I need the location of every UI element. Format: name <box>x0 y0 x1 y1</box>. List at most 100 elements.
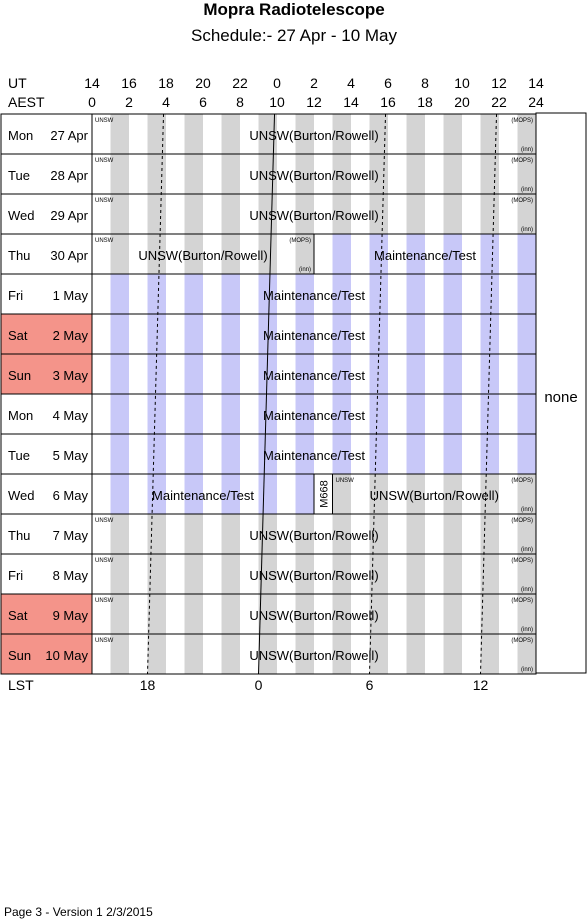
day-cell <box>0 433 93 475</box>
hour-stripe <box>147 354 166 394</box>
observing-block: UNSW(Burton/Rowell) UNSW (MOPS) (inn) <box>91 633 537 675</box>
hour-stripe <box>295 114 314 154</box>
page-title: Mopra Radiotelescope <box>203 0 384 19</box>
hour-stripe <box>221 234 240 274</box>
day-date: 7 May <box>53 528 89 543</box>
aest-tick-label: 14 <box>343 94 359 110</box>
day-row: Mon 4 May Maintenance/Test <box>0 393 537 435</box>
hour-stripe <box>221 594 240 634</box>
hour-stripe <box>110 194 129 234</box>
hour-stripe <box>221 274 240 314</box>
hour-stripe <box>406 514 425 554</box>
hour-stripe <box>480 594 499 634</box>
hour-stripe <box>443 634 462 674</box>
lst-tick-label: 12 <box>473 677 489 693</box>
ut-tick-label: 16 <box>121 75 137 91</box>
aest-tick-label: 8 <box>236 94 244 110</box>
day-date: 4 May <box>53 408 89 423</box>
day-date: 3 May <box>53 368 89 383</box>
block-label: Maintenance/Test <box>263 328 365 343</box>
day-date: 9 May <box>53 608 89 623</box>
hour-stripe <box>332 434 351 474</box>
observing-block: UNSW(Burton/Rowell) UNSW (MOPS) (inn) <box>332 473 537 515</box>
lst-line <box>258 113 276 675</box>
day-of-week: Mon <box>8 128 33 143</box>
day-row: Sun 10 May UNSW(Burton/Rowell) UNSW (MOPS) (i… <box>0 633 537 675</box>
hour-stripe <box>184 274 203 314</box>
page-subtitle: Schedule:- 27 Apr - 10 May <box>191 26 398 45</box>
day-date: 29 Apr <box>50 208 88 223</box>
hour-stripe <box>480 154 499 194</box>
hour-stripe <box>332 634 351 674</box>
aest-tick-label: 24 <box>528 94 544 110</box>
day-row: Sat 9 May UNSW(Burton/Rowell) UNSW (MOPS) (in… <box>0 593 537 635</box>
hour-stripe <box>480 434 499 474</box>
hour-stripe <box>147 434 166 474</box>
hour-stripe <box>480 314 499 354</box>
hour-stripe <box>295 394 314 434</box>
hour-stripe <box>147 314 166 354</box>
ut-tick-label: 14 <box>528 75 544 91</box>
hour-stripe <box>517 594 536 634</box>
hour-stripe <box>221 354 240 394</box>
block-corner-br: (inn) <box>521 507 533 513</box>
block-label: UNSW(Burton/Rowell) <box>249 168 378 183</box>
maintenance-block: Maintenance/Test <box>313 233 537 275</box>
day-of-week: Tue <box>8 448 30 463</box>
hour-stripe <box>110 354 129 394</box>
hour-stripe <box>295 354 314 394</box>
hour-stripe <box>258 554 277 594</box>
block-label: UNSW(Burton/Rowell) <box>249 568 378 583</box>
block-label: UNSW(Burton/Rowell) <box>249 528 378 543</box>
block-corner-tr: (MOPS) <box>511 518 533 524</box>
ut-tick-label: 20 <box>195 75 211 91</box>
maintenance-block: Maintenance/Test <box>91 393 537 435</box>
hour-stripe <box>406 314 425 354</box>
hour-stripe <box>369 634 388 674</box>
aest-tick-label: 6 <box>199 94 207 110</box>
hour-stripe <box>258 234 277 274</box>
block-corner-br: (inn) <box>521 227 533 233</box>
hour-stripe <box>332 154 351 194</box>
ut-tick-label: 10 <box>454 75 470 91</box>
hour-stripe <box>258 434 277 474</box>
hour-stripe <box>295 514 314 554</box>
day-of-week: Thu <box>8 248 30 263</box>
hour-stripe <box>184 234 203 274</box>
day-date: 10 May <box>45 648 88 663</box>
day-row: Mon 27 Apr UNSW(Burton/Rowell) UNSW (MOPS) (i… <box>0 113 537 155</box>
hour-stripe <box>517 154 536 194</box>
hour-stripe <box>443 554 462 594</box>
hour-stripe <box>517 354 536 394</box>
hour-stripe <box>295 314 314 354</box>
hour-stripe <box>480 194 499 234</box>
hour-stripe <box>443 474 462 514</box>
hour-stripe <box>147 554 166 594</box>
block-corner-tl: UNSW <box>95 518 114 524</box>
hour-stripe <box>221 314 240 354</box>
hour-stripe <box>480 514 499 554</box>
block-label: UNSW(Burton/Rowell) <box>138 248 267 263</box>
hour-stripe <box>406 594 425 634</box>
hour-stripe <box>406 194 425 234</box>
hour-stripe <box>295 554 314 594</box>
aest-tick-label: 10 <box>269 94 285 110</box>
day-of-week: Wed <box>8 488 35 503</box>
lst-tick-label: 0 <box>255 677 263 693</box>
block-corner-br: (inn) <box>521 587 533 593</box>
hour-stripe <box>443 514 462 554</box>
hour-stripe <box>110 554 129 594</box>
block-label: Maintenance/Test <box>263 288 365 303</box>
hour-stripe <box>369 554 388 594</box>
hour-stripe <box>184 114 203 154</box>
maintenance-block: Maintenance/Test <box>91 433 537 475</box>
block-corner-br: (inn) <box>521 667 533 673</box>
day-cell <box>0 233 93 275</box>
day-date: 27 Apr <box>50 128 88 143</box>
hour-stripe <box>332 474 351 514</box>
lst-label: LST <box>8 677 34 693</box>
hour-stripe <box>406 434 425 474</box>
aest-tick-label: 0 <box>88 94 96 110</box>
hour-stripe <box>147 154 166 194</box>
lst-tick-label: 6 <box>366 677 374 693</box>
